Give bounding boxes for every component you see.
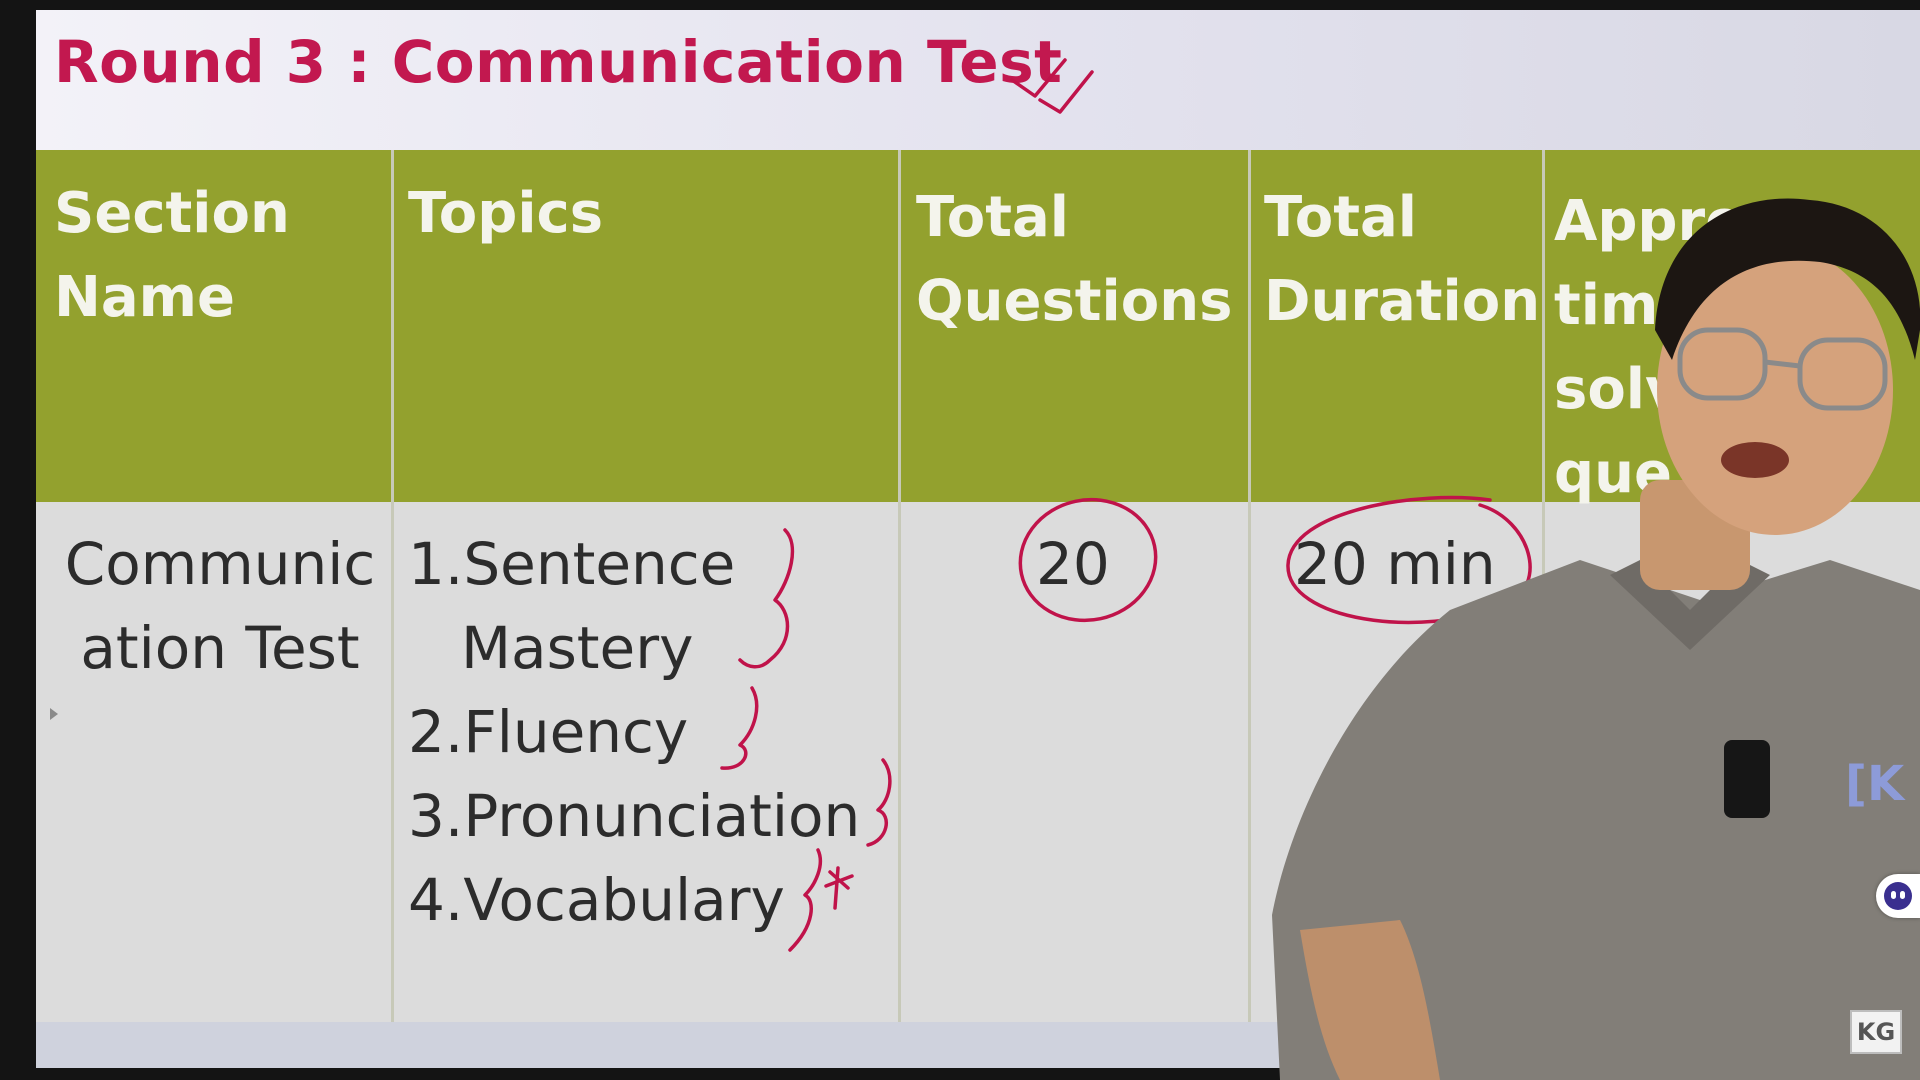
topic-item: 4.Vocabulary	[408, 866, 785, 934]
header-total-questions: Total Questions	[916, 185, 1233, 334]
title-band: Round 3 : Communication Test	[36, 10, 1920, 150]
brace-annotation	[720, 686, 759, 770]
column-divider	[898, 150, 901, 1022]
presenter-arm	[1300, 920, 1440, 1080]
topic-item: Mastery	[461, 614, 694, 682]
circle-annotation-questions	[1018, 497, 1158, 623]
circle-annotation-duration	[1286, 495, 1532, 625]
presentation-screen: Round 3 : Communication Test Section Nam…	[36, 10, 1920, 1068]
column-divider	[1248, 150, 1251, 1022]
lapel-microphone	[1724, 740, 1770, 818]
presenter-hair	[1655, 198, 1920, 360]
check-mark-annotation	[1010, 58, 1094, 114]
presenter-mouth	[1721, 442, 1789, 478]
brace-annotation	[788, 848, 823, 952]
shirt-logo: [K	[1845, 756, 1906, 812]
topic-item: 3.Pronunciation	[408, 782, 861, 850]
star-annotation	[824, 866, 854, 910]
kg-logo-icon: KG	[1850, 1010, 1902, 1054]
cell-total-questions: 20	[1036, 530, 1110, 598]
header-topics: Topics	[408, 181, 604, 246]
cell-total-duration: 20 min	[1294, 530, 1496, 598]
presenter-head	[1657, 245, 1893, 535]
play-triangle-icon	[50, 708, 58, 720]
topic-item: 1.Sentence	[408, 530, 736, 598]
header-section-name: Section Name	[54, 181, 290, 330]
column-divider	[391, 150, 394, 1022]
chat-bot-icon[interactable]	[1876, 874, 1920, 918]
presenter-glasses	[1677, 327, 1888, 411]
brace-annotation	[866, 758, 892, 847]
cell-section-name: Communic ation Test	[64, 530, 376, 682]
topic-item: 2.Fluency	[408, 698, 689, 766]
header-total-duration: Total Duration	[1264, 185, 1541, 334]
slide-title: Round 3 : Communication Test	[54, 28, 1063, 96]
table-header-row	[36, 150, 1920, 502]
brace-annotation	[738, 528, 795, 669]
presenter-shirt	[1272, 560, 1920, 1080]
